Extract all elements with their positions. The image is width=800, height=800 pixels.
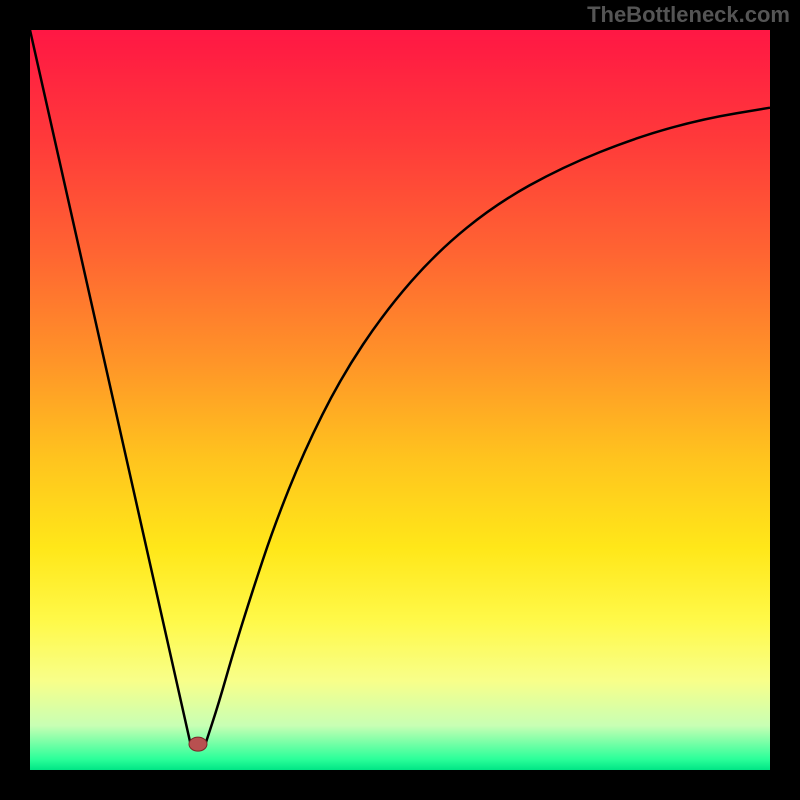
chart-svg <box>0 0 800 800</box>
marker-dot <box>189 737 207 751</box>
plot-area <box>30 30 770 770</box>
watermark-text: TheBottleneck.com <box>587 2 790 28</box>
bottleneck-chart: TheBottleneck.com <box>0 0 800 800</box>
